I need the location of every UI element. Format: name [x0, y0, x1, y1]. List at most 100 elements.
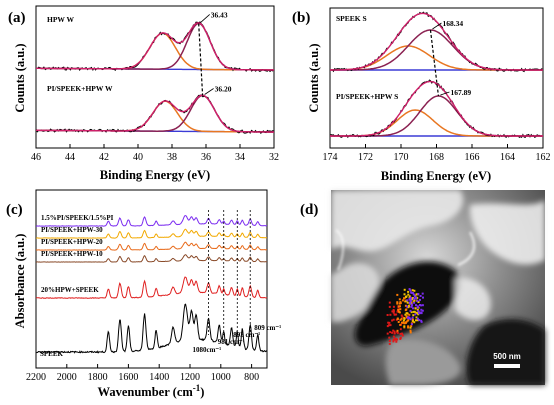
peak-shift-line — [429, 29, 440, 97]
eds-point — [418, 319, 421, 322]
eds-point — [421, 309, 424, 312]
eds-point — [411, 319, 414, 322]
eds-point — [399, 302, 402, 305]
raw-spectrum — [329, 79, 544, 139]
eds-point — [400, 317, 403, 320]
eds-point — [401, 299, 404, 302]
eds-point — [416, 319, 419, 322]
x-ticks-b: 174 172 170 168 166 164 162 — [323, 144, 551, 163]
eds-point — [414, 307, 417, 310]
x-tick-label: 1600 — [118, 372, 138, 383]
eds-point — [416, 309, 419, 311]
plot-frame-b — [329, 7, 544, 149]
plot-frame-a — [35, 5, 275, 149]
fit-component-1 — [330, 109, 543, 137]
peak-leader — [200, 14, 210, 23]
panel-c: (c) 1.5%PI/SPEEK/1.5%PI PI/SPEEK+HPW-30 PI… — [6, 189, 281, 399]
eds-point — [406, 299, 409, 302]
eds-point — [412, 314, 415, 317]
eds-point — [409, 329, 412, 332]
eds-point — [400, 314, 403, 317]
eds-point — [415, 293, 418, 296]
eds-point — [396, 317, 399, 320]
trace-label: PI/SPEEK+HPW-20 — [41, 238, 103, 246]
eds-point — [409, 326, 412, 329]
eds-point — [407, 293, 410, 296]
reference-label: 981 cm⁻¹ — [218, 338, 245, 346]
spectrum-label: HPW W — [47, 15, 75, 24]
x-tick-label: 34 — [235, 152, 245, 163]
eds-point — [420, 311, 423, 314]
eds-point — [419, 304, 421, 306]
eds-point — [397, 305, 400, 308]
panel-a: (a) HPW W 36.43 PI/SPEEK+HPW W 36.20 46 44 42… — [8, 5, 279, 182]
eds-point — [420, 320, 423, 323]
eds-point — [408, 302, 411, 304]
x-tick-label: 166 — [465, 152, 480, 163]
x-tick-label: 174 — [323, 152, 338, 163]
spectra-c: 1.5%PI/SPEEK/1.5%PI PI/SPEEK+HPW-30 PI/SPE… — [35, 210, 281, 358]
x-tick-label: 2000 — [57, 372, 77, 383]
eds-point — [410, 311, 413, 314]
eds-point — [391, 319, 394, 322]
eds-point — [392, 335, 395, 338]
eds-point — [396, 329, 399, 332]
raw-spectrum — [35, 21, 275, 73]
eds-point — [411, 289, 414, 292]
eds-point — [401, 332, 403, 335]
eds-point — [412, 310, 415, 313]
eds-point — [399, 328, 402, 331]
fit-component-1 — [330, 45, 543, 71]
eds-point — [396, 293, 399, 296]
ftir-trace — [35, 276, 268, 299]
eds-point — [409, 296, 412, 299]
eds-point — [411, 318, 414, 321]
x-tick-label: 1800 — [88, 372, 108, 383]
eds-point — [416, 296, 419, 299]
eds-point — [415, 304, 417, 307]
eds-point — [409, 289, 412, 292]
x-tick-label: 162 — [536, 152, 551, 163]
eds-point — [386, 325, 389, 328]
eds-point — [412, 292, 415, 295]
eds-point — [421, 292, 424, 295]
fit-component-2 — [330, 29, 543, 71]
eds-point — [412, 307, 414, 310]
eds-point — [389, 331, 392, 334]
fit-component-1 — [36, 100, 274, 133]
eds-point — [416, 306, 419, 309]
eds-point — [410, 325, 413, 328]
x-tick-label: 1200 — [180, 372, 200, 383]
fit-envelope — [330, 12, 543, 71]
x-tick-label: 42 — [99, 152, 109, 163]
spectrum-label: PI/SPEEK+HPW S — [336, 92, 398, 101]
eds-point — [415, 316, 418, 319]
eds-point — [408, 295, 411, 298]
sem-image: 500 nm — [331, 190, 545, 385]
x-tick-label: 1000 — [211, 372, 231, 383]
x-tick-label: 38 — [167, 152, 177, 163]
eds-point — [403, 293, 406, 296]
eds-point — [393, 332, 396, 335]
eds-point — [417, 310, 420, 313]
eds-point — [395, 340, 398, 343]
eds-point — [419, 295, 422, 297]
eds-point — [392, 318, 395, 321]
trace-label: PI/SPEEK+HPW-10 — [41, 250, 103, 258]
eds-point — [406, 301, 409, 304]
eds-point — [399, 336, 402, 339]
eds-point — [405, 295, 408, 298]
eds-point — [391, 310, 394, 313]
fit-envelope — [36, 94, 274, 133]
spectrum-label: SPEEK S — [336, 14, 367, 23]
eds-point — [399, 332, 402, 335]
eds-point — [392, 329, 395, 332]
eds-point — [419, 298, 421, 301]
eds-overlay — [386, 288, 424, 345]
eds-point — [420, 319, 423, 322]
eds-point — [416, 317, 419, 320]
x-tick-label: 44 — [65, 152, 75, 163]
reference-label: 809 cm⁻¹ — [254, 324, 281, 332]
reference-label: 893 cm⁻¹ — [233, 331, 260, 339]
